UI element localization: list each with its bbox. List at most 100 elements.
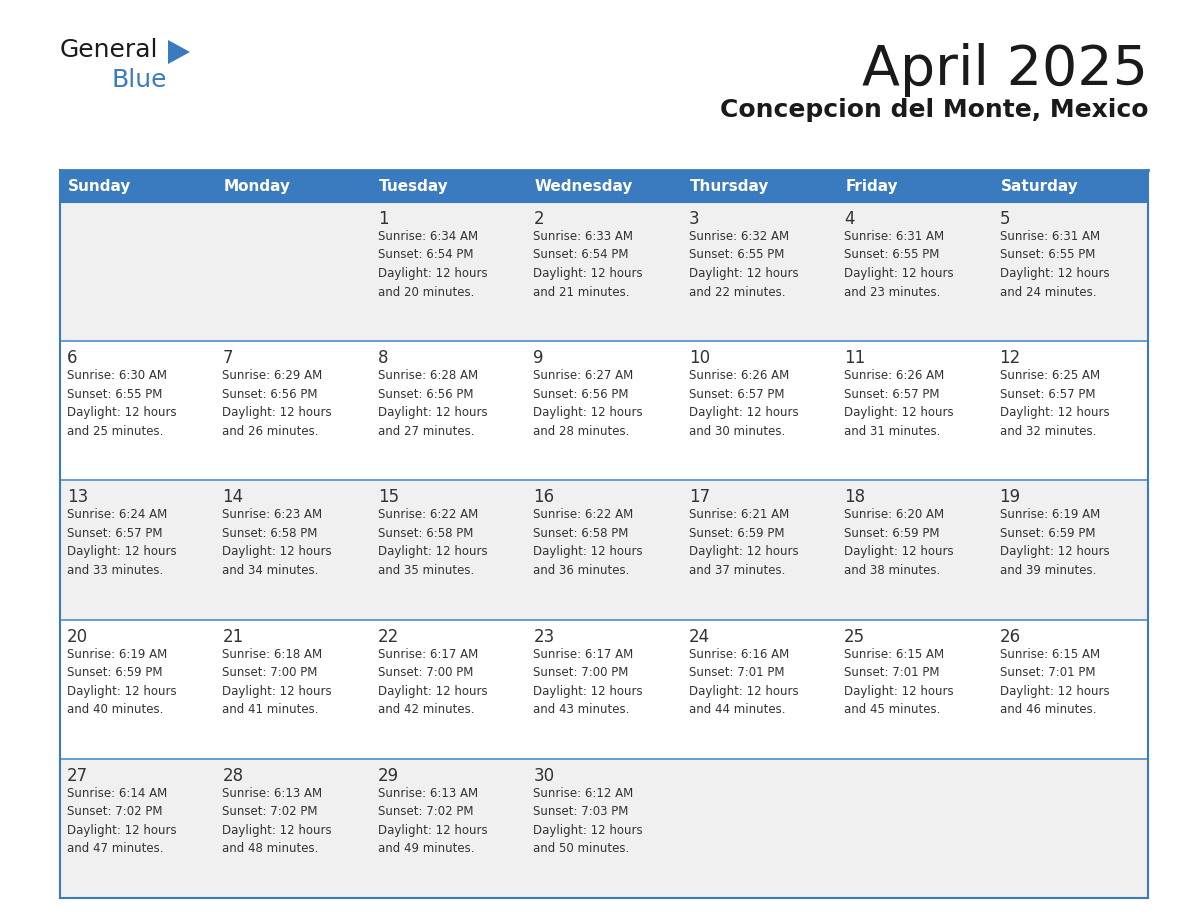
Text: 21: 21 — [222, 628, 244, 645]
Bar — [371, 480, 526, 620]
Bar — [215, 341, 371, 480]
Bar — [682, 341, 838, 480]
Text: Sunrise: 6:22 AM
Sunset: 6:58 PM
Daylight: 12 hours
and 35 minutes.: Sunrise: 6:22 AM Sunset: 6:58 PM Dayligh… — [378, 509, 487, 577]
Bar — [371, 759, 526, 898]
Text: Concepcion del Monte, Mexico: Concepcion del Monte, Mexico — [720, 98, 1148, 122]
Text: Sunrise: 6:28 AM
Sunset: 6:56 PM
Daylight: 12 hours
and 27 minutes.: Sunrise: 6:28 AM Sunset: 6:56 PM Dayligh… — [378, 369, 487, 438]
Text: Wednesday: Wednesday — [535, 178, 633, 194]
Text: 9: 9 — [533, 349, 544, 367]
Text: 17: 17 — [689, 488, 710, 507]
Bar — [61, 620, 215, 759]
Text: Sunrise: 6:17 AM
Sunset: 7:00 PM
Daylight: 12 hours
and 43 minutes.: Sunrise: 6:17 AM Sunset: 7:00 PM Dayligh… — [533, 647, 643, 716]
Bar — [526, 620, 682, 759]
Text: 20: 20 — [67, 628, 88, 645]
Text: 24: 24 — [689, 628, 710, 645]
Text: Sunrise: 6:15 AM
Sunset: 7:01 PM
Daylight: 12 hours
and 45 minutes.: Sunrise: 6:15 AM Sunset: 7:01 PM Dayligh… — [845, 647, 954, 716]
Bar — [838, 759, 992, 898]
Bar — [61, 480, 215, 620]
Text: 10: 10 — [689, 349, 710, 367]
Bar — [215, 170, 371, 202]
Text: Sunrise: 6:32 AM
Sunset: 6:55 PM
Daylight: 12 hours
and 22 minutes.: Sunrise: 6:32 AM Sunset: 6:55 PM Dayligh… — [689, 230, 798, 298]
Text: Sunrise: 6:19 AM
Sunset: 6:59 PM
Daylight: 12 hours
and 39 minutes.: Sunrise: 6:19 AM Sunset: 6:59 PM Dayligh… — [999, 509, 1110, 577]
Text: Sunrise: 6:13 AM
Sunset: 7:02 PM
Daylight: 12 hours
and 48 minutes.: Sunrise: 6:13 AM Sunset: 7:02 PM Dayligh… — [222, 787, 333, 856]
Text: 5: 5 — [999, 210, 1010, 228]
Text: Sunrise: 6:25 AM
Sunset: 6:57 PM
Daylight: 12 hours
and 32 minutes.: Sunrise: 6:25 AM Sunset: 6:57 PM Dayligh… — [999, 369, 1110, 438]
Bar — [682, 759, 838, 898]
Bar — [992, 620, 1148, 759]
Text: Sunrise: 6:26 AM
Sunset: 6:57 PM
Daylight: 12 hours
and 31 minutes.: Sunrise: 6:26 AM Sunset: 6:57 PM Dayligh… — [845, 369, 954, 438]
Text: April 2025: April 2025 — [862, 43, 1148, 97]
Text: 22: 22 — [378, 628, 399, 645]
Text: 2: 2 — [533, 210, 544, 228]
Bar — [682, 202, 838, 341]
Text: 11: 11 — [845, 349, 865, 367]
Text: 18: 18 — [845, 488, 865, 507]
Text: 8: 8 — [378, 349, 388, 367]
Text: 12: 12 — [999, 349, 1020, 367]
Text: Sunrise: 6:29 AM
Sunset: 6:56 PM
Daylight: 12 hours
and 26 minutes.: Sunrise: 6:29 AM Sunset: 6:56 PM Dayligh… — [222, 369, 333, 438]
Text: Sunrise: 6:27 AM
Sunset: 6:56 PM
Daylight: 12 hours
and 28 minutes.: Sunrise: 6:27 AM Sunset: 6:56 PM Dayligh… — [533, 369, 643, 438]
Text: 29: 29 — [378, 767, 399, 785]
Text: Thursday: Thursday — [690, 178, 769, 194]
Text: 7: 7 — [222, 349, 233, 367]
Text: Blue: Blue — [112, 68, 168, 92]
Bar — [526, 480, 682, 620]
Text: Sunrise: 6:19 AM
Sunset: 6:59 PM
Daylight: 12 hours
and 40 minutes.: Sunrise: 6:19 AM Sunset: 6:59 PM Dayligh… — [67, 647, 177, 716]
Text: 15: 15 — [378, 488, 399, 507]
Bar — [526, 759, 682, 898]
Bar — [992, 480, 1148, 620]
Bar — [682, 480, 838, 620]
Text: Sunrise: 6:22 AM
Sunset: 6:58 PM
Daylight: 12 hours
and 36 minutes.: Sunrise: 6:22 AM Sunset: 6:58 PM Dayligh… — [533, 509, 643, 577]
Bar — [838, 341, 992, 480]
Text: 25: 25 — [845, 628, 865, 645]
Text: 13: 13 — [67, 488, 88, 507]
Bar — [215, 480, 371, 620]
Bar — [992, 341, 1148, 480]
Text: Sunrise: 6:30 AM
Sunset: 6:55 PM
Daylight: 12 hours
and 25 minutes.: Sunrise: 6:30 AM Sunset: 6:55 PM Dayligh… — [67, 369, 177, 438]
Text: Sunrise: 6:31 AM
Sunset: 6:55 PM
Daylight: 12 hours
and 24 minutes.: Sunrise: 6:31 AM Sunset: 6:55 PM Dayligh… — [999, 230, 1110, 298]
Bar — [838, 480, 992, 620]
Bar — [215, 759, 371, 898]
Bar — [526, 341, 682, 480]
Bar — [838, 620, 992, 759]
Text: Sunrise: 6:14 AM
Sunset: 7:02 PM
Daylight: 12 hours
and 47 minutes.: Sunrise: 6:14 AM Sunset: 7:02 PM Dayligh… — [67, 787, 177, 856]
Text: Sunrise: 6:34 AM
Sunset: 6:54 PM
Daylight: 12 hours
and 20 minutes.: Sunrise: 6:34 AM Sunset: 6:54 PM Dayligh… — [378, 230, 487, 298]
Text: Sunrise: 6:31 AM
Sunset: 6:55 PM
Daylight: 12 hours
and 23 minutes.: Sunrise: 6:31 AM Sunset: 6:55 PM Dayligh… — [845, 230, 954, 298]
Bar — [838, 202, 992, 341]
Text: 1: 1 — [378, 210, 388, 228]
Bar — [61, 202, 215, 341]
Text: 14: 14 — [222, 488, 244, 507]
Text: Tuesday: Tuesday — [379, 178, 449, 194]
Bar — [526, 170, 682, 202]
Bar — [61, 341, 215, 480]
Text: General: General — [61, 38, 158, 62]
Text: Sunrise: 6:12 AM
Sunset: 7:03 PM
Daylight: 12 hours
and 50 minutes.: Sunrise: 6:12 AM Sunset: 7:03 PM Dayligh… — [533, 787, 643, 856]
Text: Monday: Monday — [223, 178, 290, 194]
Text: 30: 30 — [533, 767, 555, 785]
Bar — [371, 202, 526, 341]
Text: 19: 19 — [999, 488, 1020, 507]
Text: Sunrise: 6:26 AM
Sunset: 6:57 PM
Daylight: 12 hours
and 30 minutes.: Sunrise: 6:26 AM Sunset: 6:57 PM Dayligh… — [689, 369, 798, 438]
Text: Sunrise: 6:15 AM
Sunset: 7:01 PM
Daylight: 12 hours
and 46 minutes.: Sunrise: 6:15 AM Sunset: 7:01 PM Dayligh… — [999, 647, 1110, 716]
Text: 16: 16 — [533, 488, 555, 507]
Bar — [992, 170, 1148, 202]
Bar — [992, 759, 1148, 898]
Bar — [215, 620, 371, 759]
Text: Sunrise: 6:20 AM
Sunset: 6:59 PM
Daylight: 12 hours
and 38 minutes.: Sunrise: 6:20 AM Sunset: 6:59 PM Dayligh… — [845, 509, 954, 577]
Text: 3: 3 — [689, 210, 700, 228]
Text: 28: 28 — [222, 767, 244, 785]
Text: Friday: Friday — [845, 178, 898, 194]
Bar — [526, 202, 682, 341]
Bar — [838, 170, 992, 202]
Text: Sunrise: 6:24 AM
Sunset: 6:57 PM
Daylight: 12 hours
and 33 minutes.: Sunrise: 6:24 AM Sunset: 6:57 PM Dayligh… — [67, 509, 177, 577]
Polygon shape — [168, 40, 190, 64]
Text: 23: 23 — [533, 628, 555, 645]
Bar — [215, 202, 371, 341]
Text: Sunrise: 6:33 AM
Sunset: 6:54 PM
Daylight: 12 hours
and 21 minutes.: Sunrise: 6:33 AM Sunset: 6:54 PM Dayligh… — [533, 230, 643, 298]
Text: 4: 4 — [845, 210, 854, 228]
Bar — [682, 170, 838, 202]
Bar — [61, 759, 215, 898]
Text: Sunrise: 6:16 AM
Sunset: 7:01 PM
Daylight: 12 hours
and 44 minutes.: Sunrise: 6:16 AM Sunset: 7:01 PM Dayligh… — [689, 647, 798, 716]
Text: 26: 26 — [999, 628, 1020, 645]
Bar — [992, 202, 1148, 341]
